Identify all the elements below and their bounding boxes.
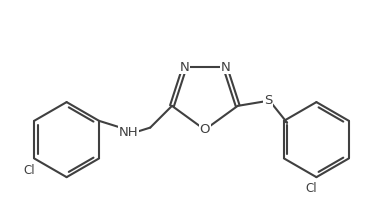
Text: N: N bbox=[220, 61, 230, 74]
Text: Cl: Cl bbox=[23, 164, 35, 177]
Text: O: O bbox=[199, 123, 210, 136]
Text: N: N bbox=[180, 61, 189, 74]
Text: Cl: Cl bbox=[306, 182, 317, 196]
Text: NH: NH bbox=[119, 126, 138, 139]
Text: S: S bbox=[264, 94, 273, 107]
